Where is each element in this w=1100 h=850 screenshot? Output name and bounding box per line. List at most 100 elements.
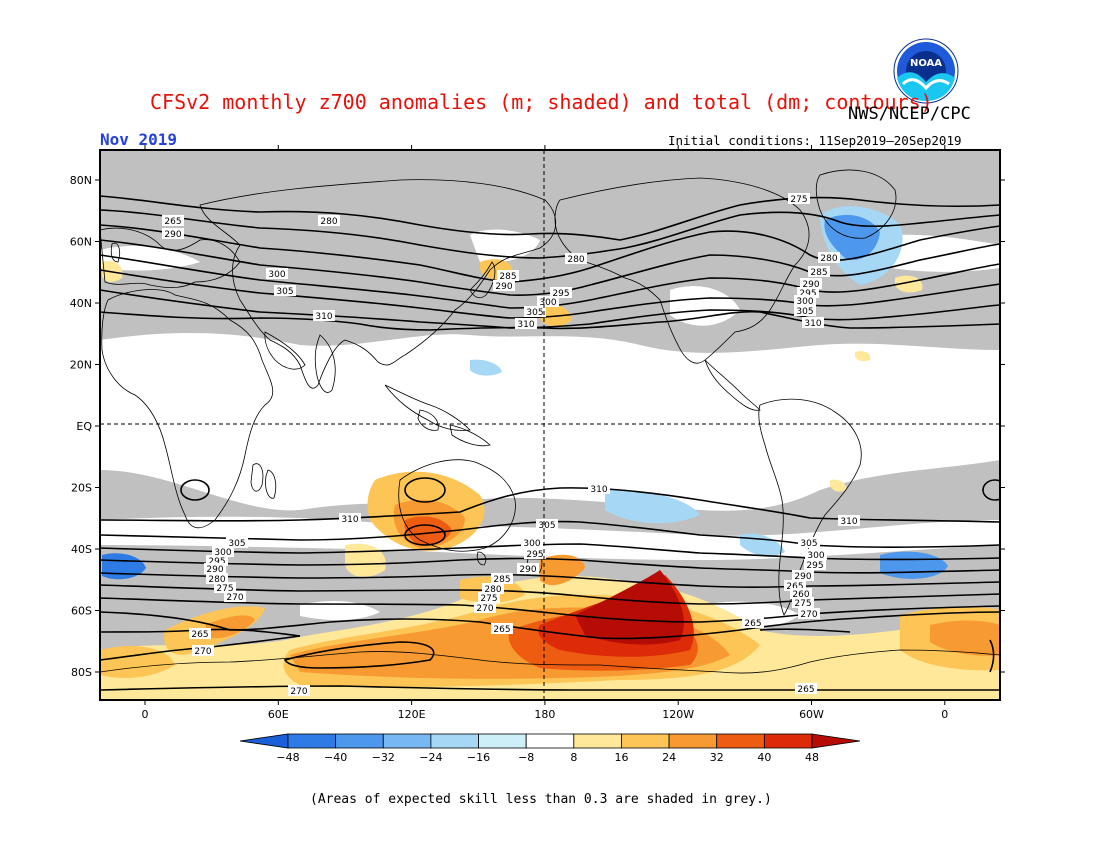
svg-text:305: 305: [538, 521, 555, 531]
contour-label: 290: [204, 563, 226, 575]
svg-text:305: 305: [796, 307, 813, 317]
svg-text:310: 310: [315, 312, 332, 322]
agency-label: NWS/NCEP/CPC: [848, 104, 971, 124]
svg-text:310: 310: [590, 485, 607, 495]
colorbar-label: 32: [710, 751, 724, 764]
svg-text:265: 265: [786, 582, 803, 592]
svg-text:295: 295: [806, 561, 823, 571]
contour-label: 305: [524, 306, 546, 318]
skill-white-region: [670, 286, 740, 326]
svg-text:285: 285: [493, 575, 510, 585]
map-frame: [99, 149, 1001, 701]
height-contours: [100, 195, 1000, 691]
svg-text:300: 300: [214, 548, 231, 558]
contour-label: 270: [798, 608, 820, 620]
svg-text:270: 270: [194, 647, 211, 657]
forecast-month: Nov 2019: [100, 130, 178, 149]
lat-label: 80S: [71, 666, 92, 679]
svg-text:310: 310: [517, 320, 534, 330]
svg-text:275: 275: [480, 594, 497, 604]
svg-text:275: 275: [790, 195, 807, 205]
colorbar-swatch: [287, 733, 337, 749]
skill-footnote: (Areas of expected skill less than 0.3 a…: [310, 792, 772, 807]
contour-label: 295: [804, 559, 826, 571]
svg-text:290: 290: [802, 280, 819, 290]
colorbar-swatch: [573, 733, 622, 749]
contour-label: 265: [784, 580, 806, 592]
colorbar-label: −40: [324, 751, 347, 764]
map-panel: 265 290 280 300 305 310 285 290 295 300 …: [100, 150, 1000, 700]
colorbar-swatch: [525, 733, 575, 749]
colorbar-label: 8: [570, 751, 577, 764]
contour-label: 300: [266, 268, 288, 280]
svg-text:300: 300: [796, 297, 813, 307]
contour-label: 285: [808, 266, 830, 278]
svg-text:305: 305: [228, 539, 245, 549]
contour-label: 295: [797, 287, 819, 299]
colorbar-label: −48: [276, 751, 299, 764]
contour-label: 300: [212, 546, 234, 558]
contour-label: 280: [482, 583, 504, 595]
lon-label: 120W: [662, 708, 694, 721]
anomaly-positive: [930, 620, 1000, 656]
contour-label: 310: [339, 513, 361, 525]
contour-label: 290: [800, 278, 822, 290]
svg-text:295: 295: [799, 289, 816, 299]
svg-text:300: 300: [807, 551, 824, 561]
svg-text:295: 295: [552, 289, 569, 299]
contour-label: 280: [318, 215, 340, 227]
noaa-logo: NOAA: [893, 38, 959, 104]
contour-label: 300: [521, 537, 543, 549]
colorbar: [239, 733, 861, 749]
contour-label: 295: [524, 548, 546, 560]
lon-label: 60W: [799, 708, 824, 721]
contour-label: 265: [189, 628, 211, 640]
colorbar-label: −32: [372, 751, 395, 764]
colorbar-label: 24: [662, 751, 676, 764]
noaa-logo-text: NOAA: [910, 58, 942, 69]
contour-label: 270: [288, 685, 310, 697]
contour-label: 275: [478, 592, 500, 604]
svg-text:280: 280: [208, 575, 225, 585]
anomaly-positive: [855, 351, 871, 362]
contour-label: 290: [162, 228, 184, 240]
svg-text:280: 280: [484, 585, 501, 595]
svg-text:290: 290: [519, 565, 536, 575]
svg-text:285: 285: [810, 268, 827, 278]
svg-text:295: 295: [208, 557, 225, 567]
anomaly-negative: [470, 359, 502, 376]
lon-label: 180: [534, 708, 555, 721]
lon-tick-labels: 0 60E 120E 180 120W 60W 0: [142, 708, 949, 721]
contour-label: 280: [818, 252, 840, 264]
svg-text:275: 275: [216, 584, 233, 594]
contour-label: 265: [491, 623, 513, 635]
svg-text:305: 305: [526, 308, 543, 318]
lon-label: 120E: [398, 708, 426, 721]
contour-label: 285: [491, 573, 513, 585]
svg-text:265: 265: [191, 630, 208, 640]
svg-text:290: 290: [206, 565, 223, 575]
svg-text:270: 270: [800, 610, 817, 620]
anomaly-positive: [830, 479, 847, 492]
contour-label: 305: [794, 305, 816, 317]
colorbar-swatch: [811, 733, 861, 749]
svg-text:260: 260: [792, 590, 809, 600]
svg-text:275: 275: [794, 599, 811, 609]
contour-label: 305: [274, 285, 296, 297]
anomaly-positive: [895, 275, 923, 293]
colorbar-swatch: [335, 733, 384, 749]
contour-label: 285: [497, 270, 519, 282]
contour-label: 300: [537, 296, 559, 308]
lat-tick-labels: 80N 60N 40N 20N EQ 20S 40S 60S 80S: [70, 174, 93, 679]
svg-text:285: 285: [499, 272, 516, 282]
colorbar-swatch: [239, 733, 289, 749]
lon-label: 0: [142, 708, 149, 721]
svg-text:305: 305: [800, 539, 817, 549]
contour-label: 295: [550, 287, 572, 299]
colorbar-swatch: [430, 733, 479, 749]
svg-text:270: 270: [290, 687, 307, 697]
svg-text:300: 300: [539, 298, 556, 308]
contour-label: 260: [790, 588, 812, 600]
axis-ticks: [95, 145, 1005, 705]
colorbar-label: −8: [518, 751, 534, 764]
